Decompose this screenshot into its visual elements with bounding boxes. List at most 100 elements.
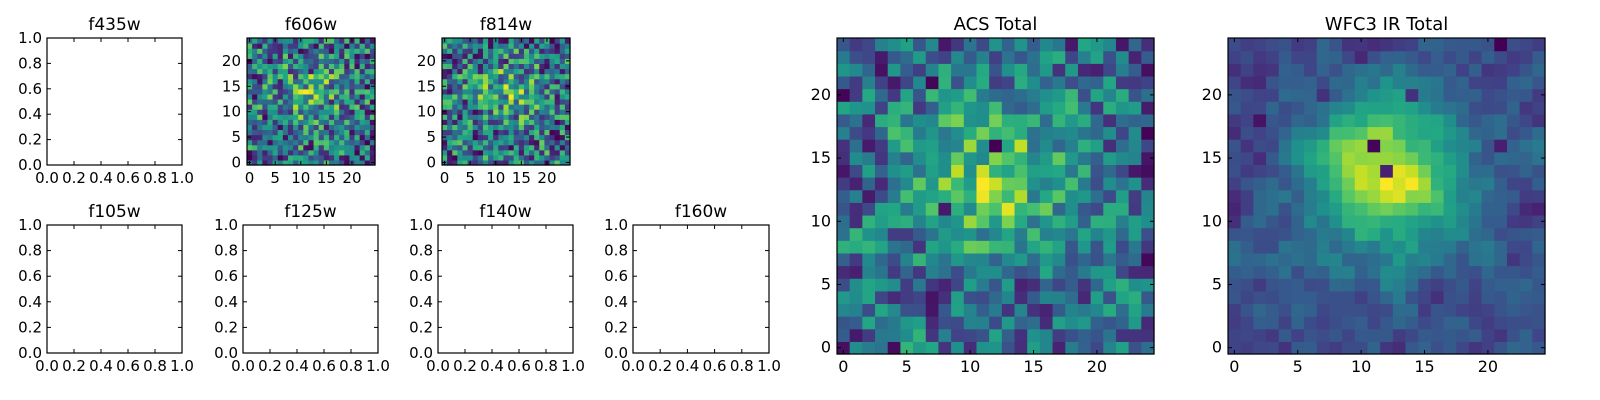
heatmap-cell [354, 124, 361, 131]
heatmap-cell [344, 134, 350, 141]
heatmap-cell [457, 119, 464, 125]
heatmap-cell [1494, 164, 1508, 178]
heatmap-cell [938, 38, 952, 52]
heatmap-cell [1354, 240, 1369, 254]
heatmap-cell [457, 58, 464, 64]
heatmap-cell [900, 214, 914, 229]
heatmap-cell [1367, 214, 1381, 229]
heatmap-cell [559, 68, 566, 75]
heatmap-cell [1405, 290, 1419, 305]
heatmap-cell [298, 53, 304, 59]
heatmap-cell [462, 109, 469, 115]
heatmap-cell [257, 159, 263, 166]
heatmap-cell [1329, 151, 1343, 165]
heatmap-cell [1065, 88, 1079, 102]
heatmap-cell [452, 124, 458, 131]
heatmap-cell [862, 341, 876, 355]
heatmap-cell [334, 139, 340, 146]
heatmap-cell [328, 63, 335, 70]
heatmap-cell [1316, 290, 1331, 305]
heatmap-cell [925, 177, 940, 191]
heatmap-cell [493, 154, 499, 161]
heatmap-cell [308, 119, 315, 125]
heatmap-cell [323, 144, 330, 151]
heatmap-cell [875, 177, 889, 191]
heatmap-cell [247, 93, 253, 100]
heatmap-cell [488, 149, 494, 156]
heatmap-cell [1291, 139, 1305, 153]
heatmap-cell [339, 149, 345, 156]
heatmap-cell [1418, 101, 1432, 115]
heatmap-cell [1519, 240, 1533, 254]
heatmap-cell [1443, 240, 1457, 254]
heatmap-cell [513, 134, 520, 141]
heatmap-cell [467, 119, 474, 125]
heatmap-cell [518, 53, 525, 59]
heatmap-cell [1228, 139, 1242, 153]
heatmap-cell [1065, 265, 1079, 279]
heatmap-cell [1456, 126, 1470, 140]
heatmap-cell [518, 114, 525, 120]
heatmap-cell [1456, 151, 1470, 165]
heatmap-cell [1430, 63, 1445, 77]
heatmap-cell [267, 119, 274, 125]
heatmap-cell [1342, 227, 1356, 241]
heatmap-cell [938, 189, 952, 203]
heatmap-cell [482, 43, 489, 49]
heatmap-cell [467, 58, 474, 64]
x-tick-label: 0.8 [730, 357, 754, 375]
heatmap-cell [282, 38, 289, 44]
heatmap-cell [1342, 177, 1356, 191]
heatmap-cell [1506, 139, 1521, 153]
heatmap-cell [1141, 126, 1155, 140]
heatmap-cell [477, 93, 484, 100]
heatmap-cell [1141, 265, 1155, 279]
y-tick-label: 15 [222, 77, 241, 95]
heatmap-cell [837, 316, 851, 330]
heatmap-cell [1532, 265, 1546, 279]
y-tick-label: 0.4 [214, 293, 238, 311]
heatmap-cell [976, 265, 990, 279]
heatmap-cell [1014, 252, 1028, 267]
heatmap-cell [277, 124, 284, 131]
heatmap-cell [513, 129, 520, 136]
heatmap-cell [467, 73, 474, 80]
y-tick-label: 0.0 [18, 156, 42, 174]
heatmap-cell [1090, 126, 1104, 140]
heatmap-cell [1291, 113, 1305, 128]
heatmap-cell [359, 159, 366, 166]
heatmap-cell [837, 303, 851, 317]
heatmap-cell [1405, 139, 1419, 153]
heatmap-cell [1418, 341, 1432, 355]
heatmap-cell [1039, 88, 1054, 102]
heatmap-cell [1278, 75, 1292, 90]
heatmap-cell [334, 93, 340, 100]
heatmap-cell [849, 139, 863, 153]
heatmap-cell [488, 58, 494, 64]
heatmap-cell [262, 129, 269, 136]
heatmap-cell [544, 139, 551, 146]
heatmap-cell [1103, 151, 1117, 165]
heatmap-cell [925, 303, 940, 317]
heatmap-cell [354, 104, 361, 110]
heatmap-cell [554, 68, 561, 75]
heatmap-cell [837, 88, 851, 102]
heatmap-cell [1065, 240, 1079, 254]
heatmap-cell [875, 50, 889, 64]
heatmap-cell [1468, 151, 1483, 165]
heatmap-cell [262, 58, 269, 64]
heatmap-cell [1342, 113, 1356, 128]
heatmap-cell [1329, 240, 1343, 254]
heatmap-cell [267, 139, 274, 146]
heatmap-cell [1115, 101, 1130, 115]
heatmap-cell [539, 38, 545, 44]
heatmap-cell [849, 252, 863, 267]
heatmap-cell [529, 93, 535, 100]
heatmap-cell [887, 227, 901, 241]
heatmap-cell [1316, 278, 1331, 292]
heatmap-cell [462, 83, 469, 90]
heatmap-cell [849, 177, 863, 191]
heatmap-cell [354, 119, 361, 125]
heatmap-cell [467, 149, 474, 156]
